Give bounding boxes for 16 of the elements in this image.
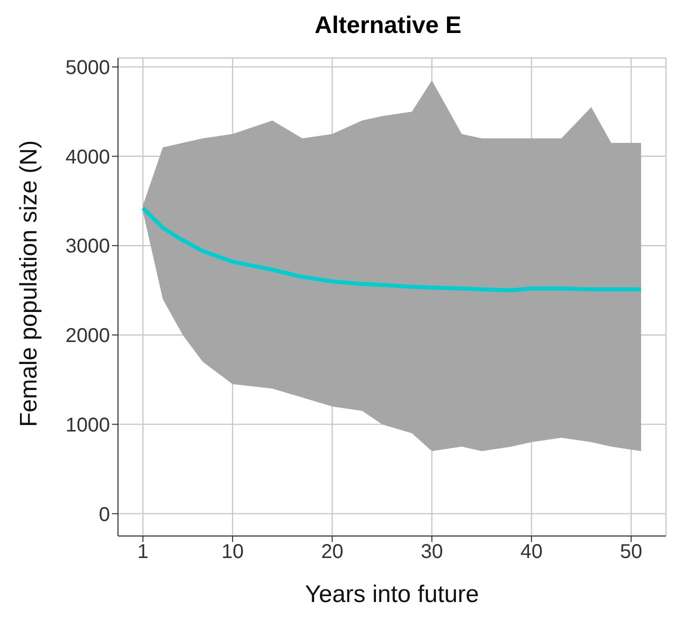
x-axis-title: Years into future [305, 581, 479, 608]
y-axis-title: Female population size (N) [16, 140, 43, 427]
x-tick-label: 1 [137, 541, 148, 564]
y-tick-label: 1000 [66, 414, 110, 436]
y-tick-label: 4000 [66, 146, 110, 168]
x-tick-label: 10 [221, 541, 244, 564]
y-tick-label: 3000 [66, 236, 110, 258]
x-tick-label: 50 [620, 541, 642, 564]
y-tick-label: 5000 [66, 57, 110, 80]
x-tick-label: 40 [520, 541, 543, 564]
y-tick-label: 0 [98, 504, 110, 526]
y-tick-label: 2000 [66, 325, 110, 348]
line-series [140, 206, 644, 292]
chart-title: Alternative E [314, 11, 462, 41]
x-tick-label: 20 [321, 541, 344, 564]
x-tick-label: 30 [420, 541, 443, 564]
